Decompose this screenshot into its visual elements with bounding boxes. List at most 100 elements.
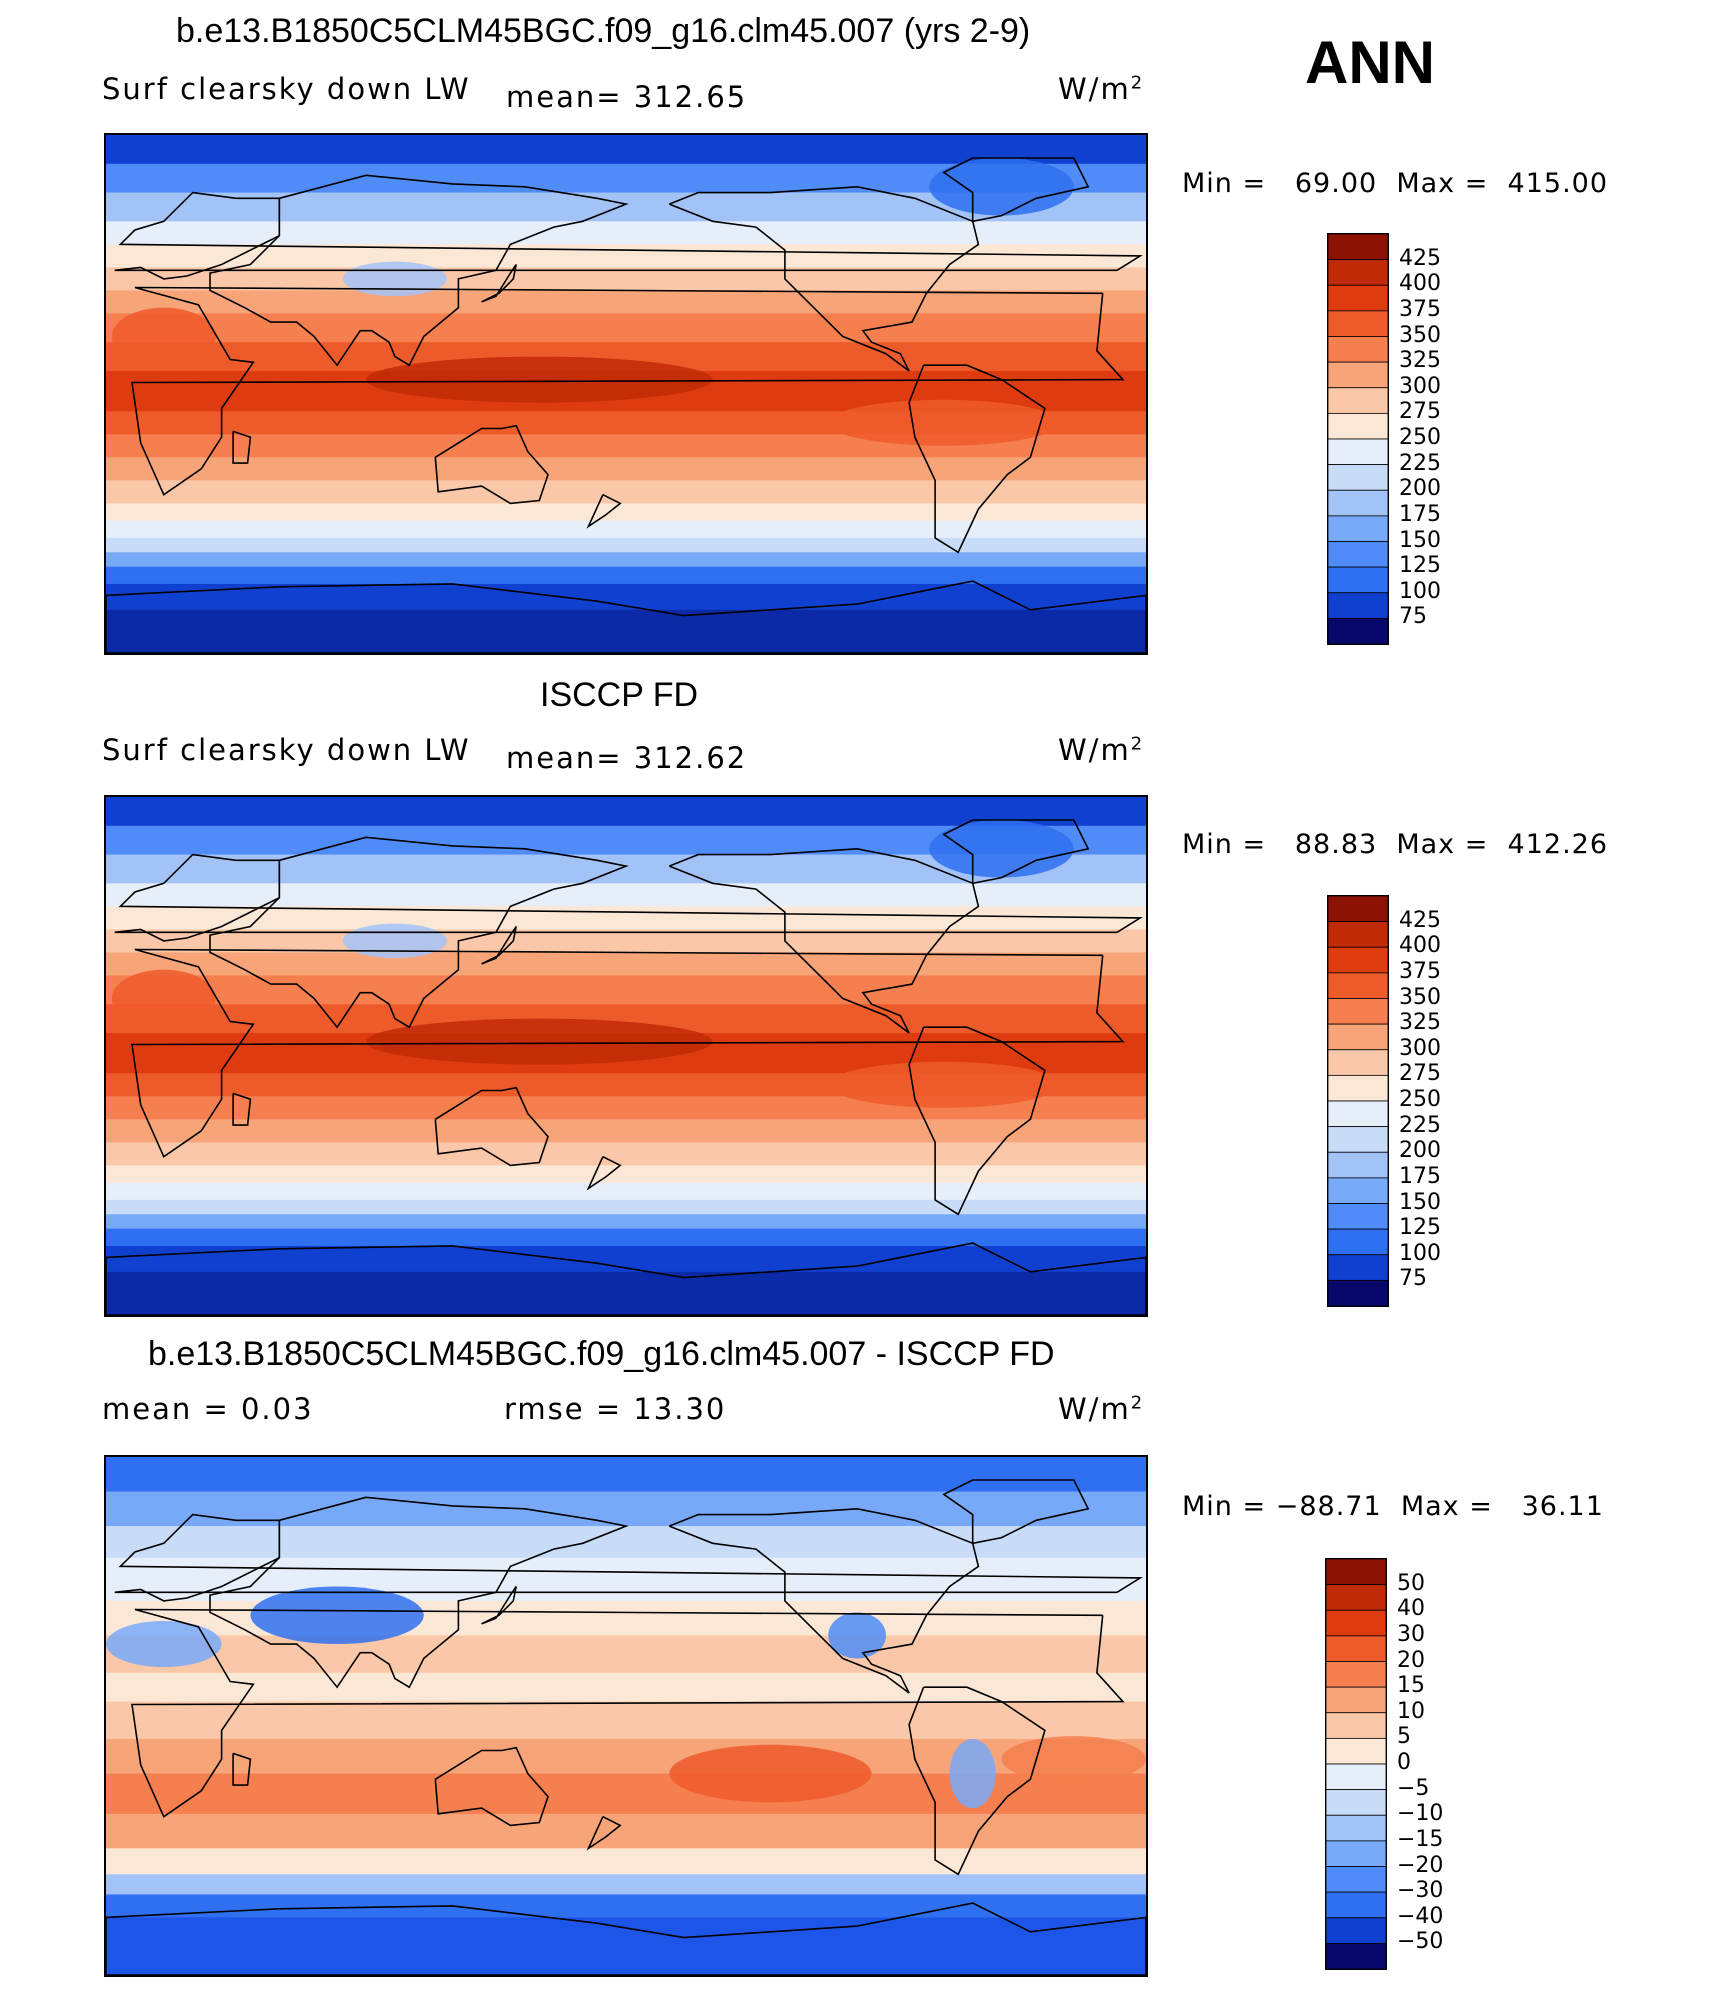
field-band-1 — [106, 1491, 1146, 1527]
colorbar-box-12 — [1327, 541, 1389, 568]
colorbar-box-13 — [1327, 566, 1389, 594]
colorbar-tick-label: 75 — [1399, 1266, 1427, 1292]
colorbar-tick-label: 300 — [1399, 1035, 1441, 1061]
colorbar-box-1 — [1325, 1584, 1387, 1611]
colorbar-box-15 — [1327, 1279, 1389, 1307]
field-band-20 — [106, 1271, 1146, 1315]
field-anomaly-0 — [366, 356, 713, 403]
field-anomaly-0 — [366, 1018, 713, 1065]
colorbar-tick-label: 125 — [1399, 1215, 1441, 1241]
coastline-africa — [131, 1608, 1125, 1818]
colorbar-box-4 — [1325, 1661, 1387, 1688]
field-anomaly-2 — [342, 261, 447, 297]
field-anomaly-4 — [929, 158, 1074, 216]
field-anomaly-1 — [828, 1061, 1060, 1108]
coastline-australia — [434, 1746, 549, 1827]
colorbar-tick-label: 40 — [1397, 1596, 1425, 1622]
coastline-asia — [209, 836, 629, 1029]
colorbar-tick-label: 175 — [1399, 1163, 1441, 1189]
field-band-3 — [106, 883, 1146, 907]
panel2-minmax: Min = 88.83 Max = 412.26 — [1182, 829, 1609, 860]
panel3-mean: mean = 0.03 — [102, 1392, 314, 1426]
colorbar-tick-label: 300 — [1399, 373, 1441, 399]
colorbar-box-11 — [1327, 515, 1389, 542]
colorbar-tick-label: 15 — [1397, 1673, 1425, 1699]
colorbar-box-3 — [1327, 972, 1389, 999]
field-band-6 — [106, 290, 1146, 314]
colorbar-box-14 — [1327, 1254, 1389, 1281]
colorbar-box-5 — [1325, 1686, 1387, 1714]
field-anomaly-1 — [1001, 1736, 1146, 1783]
panel3-colorbar — [1325, 1558, 1387, 1970]
panel1-variable: Surf clearsky down LW — [102, 72, 471, 106]
panel1-colorbar — [1327, 233, 1389, 645]
coastline-nz — [586, 493, 622, 529]
coastline-australia — [434, 1086, 549, 1167]
colorbar-box-8 — [1325, 1763, 1387, 1791]
field-band-0 — [106, 797, 1146, 827]
season-label: ANN — [1305, 29, 1435, 96]
colorbar-box-6 — [1327, 387, 1389, 414]
colorbar-box-10 — [1327, 489, 1389, 517]
colorbar-box-1 — [1327, 921, 1389, 948]
colorbar-box-2 — [1327, 946, 1389, 974]
colorbar-box-4 — [1327, 336, 1389, 363]
field-anomaly-3 — [111, 307, 216, 366]
colorbar-tick-label: 275 — [1399, 399, 1441, 425]
field-band-13 — [106, 1142, 1146, 1166]
colorbar-tick-label: 75 — [1399, 604, 1427, 630]
field-band-16 — [106, 1199, 1146, 1215]
colorbar-tick-label: 225 — [1399, 1112, 1441, 1138]
panel2-map — [104, 795, 1148, 1317]
field-anomaly-2 — [949, 1739, 996, 1809]
panel3-rmse: rmse = 13.30 — [504, 1392, 727, 1426]
coastline-nz — [586, 1155, 622, 1191]
panel1-minmax: Min = 69.00 Max = 415.00 — [1182, 168, 1609, 199]
colorbar-tick-label: 350 — [1399, 322, 1441, 348]
coastline-samerica — [908, 1686, 1046, 1876]
field-anomaly-2 — [342, 923, 447, 959]
colorbar-tick-label: 275 — [1399, 1061, 1441, 1087]
colorbar-box-0 — [1325, 1558, 1387, 1586]
colorbar-tick-label: 325 — [1399, 348, 1441, 374]
coastline-antarctica — [106, 1242, 1146, 1315]
field-band-14 — [106, 503, 1146, 522]
colorbar-box-10 — [1327, 1151, 1389, 1179]
field-band-11 — [106, 1848, 1146, 1875]
colorbar-tick-label: 100 — [1399, 1240, 1441, 1266]
coastline-madagascar — [232, 1092, 252, 1126]
colorbar-box-7 — [1325, 1737, 1387, 1765]
colorbar-tick-label: −30 — [1397, 1878, 1444, 1904]
field-band-12 — [106, 1874, 1146, 1895]
field-band-7 — [106, 975, 1146, 1005]
colorbar-tick-label: 50 — [1397, 1570, 1425, 1596]
colorbar-tick-label: 250 — [1399, 425, 1441, 450]
field-band-4 — [106, 244, 1146, 268]
panel3-field — [106, 1457, 1146, 1975]
colorbar-tick-label: 100 — [1399, 578, 1441, 604]
colorbar-tick-label: 425 — [1399, 907, 1441, 933]
field-anomaly-4 — [929, 820, 1074, 878]
colorbar-tick-label: −50 — [1397, 1929, 1444, 1955]
colorbar-box-6 — [1327, 1049, 1389, 1076]
colorbar-box-9 — [1327, 464, 1389, 491]
colorbar-box-5 — [1327, 1023, 1389, 1051]
panel2-mean: mean= 312.62 — [506, 741, 748, 775]
coastline-asia — [209, 1496, 629, 1689]
colorbar-tick-label: 400 — [1399, 271, 1441, 297]
panel1-mean: mean= 312.65 — [506, 80, 748, 114]
panel1-map — [104, 133, 1148, 655]
colorbar-box-9 — [1327, 1126, 1389, 1153]
coastline-namerica — [669, 185, 980, 372]
field-band-6 — [106, 1672, 1146, 1703]
colorbar-box-14 — [1325, 1917, 1387, 1944]
field-band-0 — [106, 1457, 1146, 1493]
colorbar-box-15 — [1325, 1942, 1387, 1970]
field-anomaly-0 — [669, 1744, 872, 1803]
coastline-samerica — [908, 1026, 1046, 1216]
colorbar-tick-label: −15 — [1397, 1826, 1444, 1852]
field-band-15 — [106, 1182, 1146, 1201]
colorbar-tick-label: 225 — [1399, 450, 1441, 476]
colorbar-box-0 — [1327, 895, 1389, 923]
colorbar-tick-label: 0 — [1397, 1750, 1411, 1775]
